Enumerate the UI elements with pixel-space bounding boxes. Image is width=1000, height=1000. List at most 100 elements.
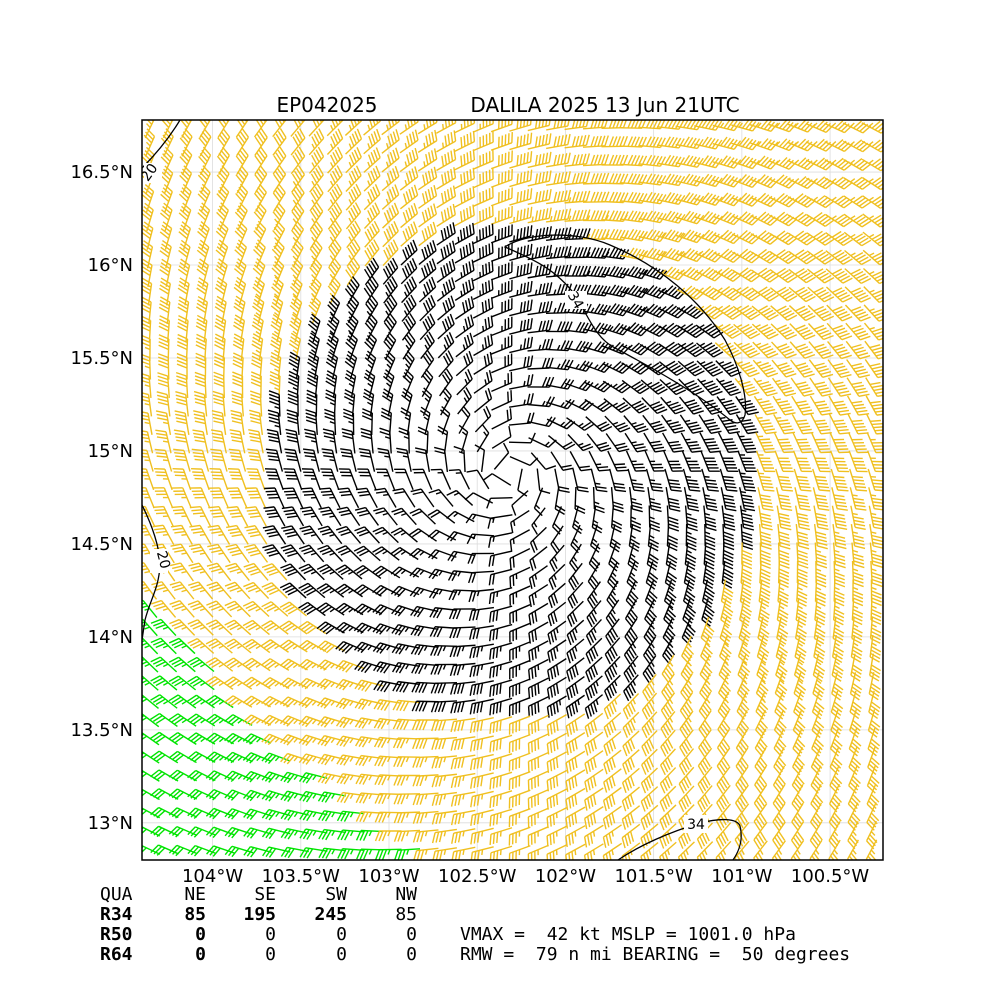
wind-barb [383, 350, 396, 379]
wind-barb [731, 155, 760, 170]
wind-barb [773, 414, 796, 435]
wind-barb [713, 285, 742, 301]
wind-barb [749, 120, 779, 133]
wind-barb [825, 249, 853, 265]
wind-barb [564, 120, 589, 131]
wind-barb [676, 323, 705, 339]
wind-barb [472, 149, 494, 170]
wind-barb [345, 165, 362, 192]
wind-barb [363, 202, 381, 229]
wind-barb [193, 410, 208, 435]
wind-barb [383, 294, 398, 323]
wind-barb [698, 414, 722, 434]
wind-barb [400, 258, 418, 285]
wind-barb [790, 359, 815, 378]
wind-barb [806, 249, 835, 265]
wind-barb [309, 220, 323, 249]
wind-barb [824, 213, 853, 228]
wind-barb [607, 450, 628, 472]
wind-barb [211, 409, 227, 435]
wind-barb [827, 359, 852, 379]
wind-barb [233, 258, 247, 287]
wind-barb [363, 276, 379, 304]
wind-barb [509, 188, 533, 206]
wind-barb [753, 377, 778, 397]
wind-barb [309, 165, 324, 193]
wind-barb [234, 220, 248, 250]
wind-barb [436, 222, 456, 246]
wind-barb [750, 267, 779, 283]
wind-barb [417, 148, 438, 172]
wind-barb [234, 202, 248, 231]
wind-barb [550, 451, 574, 471]
wind-barb [826, 304, 853, 322]
table-cell: 85 [395, 904, 417, 925]
wind-barb [155, 410, 172, 435]
wind-barb [564, 153, 591, 167]
wind-barb [866, 413, 883, 435]
wind-barb [192, 429, 209, 454]
wind-barb [694, 210, 724, 225]
wind-barb [177, 277, 190, 306]
wind-barb [157, 372, 170, 399]
wind-barb [328, 220, 342, 249]
wind-barb [399, 129, 419, 154]
x-tick-label: 101.5°W [614, 866, 693, 887]
wind-barb [418, 240, 437, 265]
wind-barb [142, 184, 155, 213]
wind-barb [806, 230, 835, 246]
wind-barb [490, 168, 513, 188]
wind-barb [732, 305, 761, 321]
wind-barb [291, 165, 305, 193]
wind-barb [160, 128, 174, 157]
wind-barb [251, 314, 264, 343]
wind-barb [360, 427, 374, 454]
wind-barb [508, 432, 536, 444]
wind-barb [174, 410, 190, 435]
wind-barb [621, 379, 650, 395]
wind-barb [545, 245, 572, 260]
table-cell: 195 [243, 904, 276, 925]
wind-barb [602, 380, 631, 394]
wind-barb [527, 319, 553, 334]
wind-barb [326, 313, 340, 343]
table-cell: R34 [100, 904, 133, 925]
wind-barb [621, 361, 650, 375]
wind-barb [343, 408, 355, 436]
wind-barb [419, 295, 436, 322]
wind-barb [564, 321, 593, 334]
wind-barb [437, 295, 456, 321]
wind-barb [714, 304, 742, 320]
wind-barb [458, 405, 471, 434]
wind-barb [546, 418, 576, 430]
wind-barb [327, 165, 343, 193]
wind-barb [638, 173, 667, 186]
wind-barb [344, 120, 363, 136]
wind-barb [509, 151, 533, 169]
wind-barb [346, 220, 361, 249]
wind-barb [213, 371, 225, 399]
wind-barb [866, 432, 883, 454]
wind-barb [675, 210, 705, 225]
wind-barb [545, 302, 573, 315]
wind-barb [380, 407, 393, 436]
wind-barb [825, 230, 853, 247]
wind-barb [770, 323, 798, 340]
wind-barb [158, 315, 171, 343]
wind-barb [810, 432, 832, 454]
wind-barb [154, 448, 173, 472]
wind-barb [676, 304, 705, 320]
wind-barb [321, 448, 339, 472]
wind-barb [787, 230, 816, 246]
wind-barb [142, 221, 154, 250]
wind-barb [364, 350, 377, 380]
wind-barb [252, 295, 265, 324]
wind-barb [346, 294, 360, 324]
wind-barb [808, 359, 834, 378]
wind-barb [490, 298, 513, 318]
wind-barb [159, 277, 171, 306]
wind-barb [657, 136, 685, 149]
wind-barb [527, 396, 555, 408]
wind-barb [788, 268, 816, 284]
wind-barb [233, 295, 246, 324]
